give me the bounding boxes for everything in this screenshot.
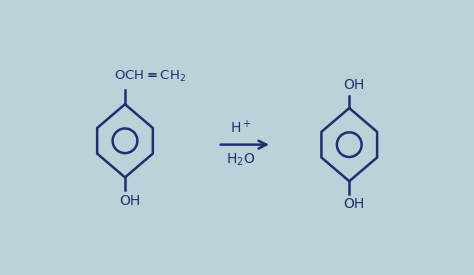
Text: OH: OH — [343, 197, 365, 211]
FancyArrowPatch shape — [220, 141, 266, 149]
Text: OCH$\mathbf{=}$CH$_2$: OCH$\mathbf{=}$CH$_2$ — [114, 69, 186, 84]
Text: OH: OH — [119, 194, 140, 208]
Text: H$_2$O: H$_2$O — [227, 152, 255, 168]
Text: H$^+$: H$^+$ — [230, 119, 252, 136]
Text: OH: OH — [343, 78, 365, 92]
